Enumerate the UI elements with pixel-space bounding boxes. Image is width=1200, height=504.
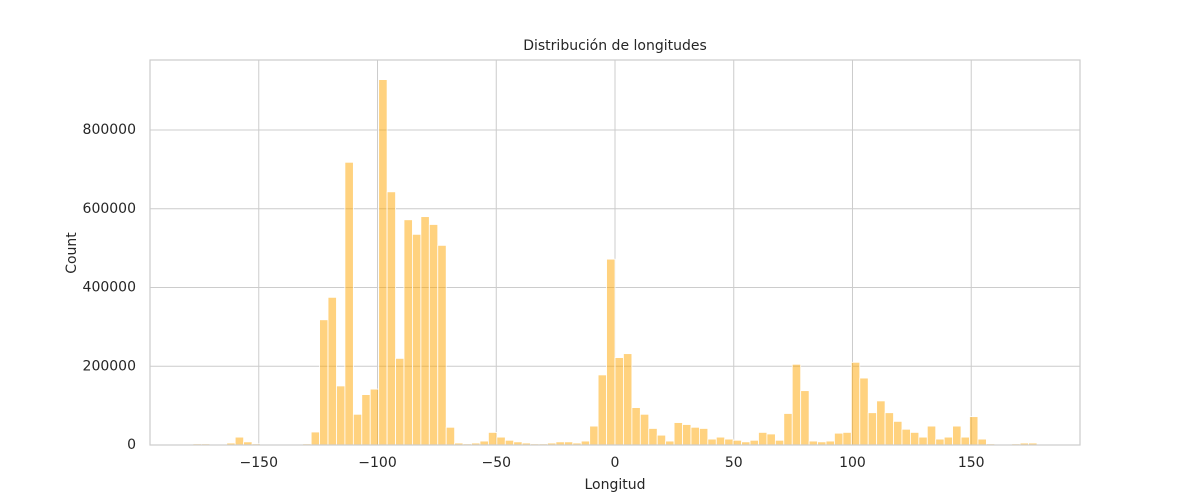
bar (699, 428, 707, 445)
bar (336, 386, 344, 445)
y-tick-label: 200000 (83, 358, 136, 374)
bar (623, 354, 631, 445)
bar (750, 440, 758, 445)
bar (615, 358, 623, 445)
bar (632, 408, 640, 445)
y-tick-label: 0 (127, 437, 136, 453)
bar (505, 440, 513, 445)
bar (607, 259, 615, 445)
bar (944, 437, 952, 445)
bar (953, 426, 961, 445)
bar (708, 439, 716, 445)
bar (345, 162, 353, 445)
bar (758, 432, 766, 445)
bar (421, 217, 429, 445)
bar (936, 439, 944, 445)
bar (235, 437, 243, 445)
bar (598, 375, 606, 445)
y-axis-label: Count (64, 232, 80, 274)
bar (649, 428, 657, 445)
bar (851, 362, 859, 445)
bar (446, 427, 454, 445)
chart-title: Distribución de longitudes (523, 38, 707, 54)
x-tick-label: −100 (358, 455, 396, 471)
bar (792, 364, 800, 445)
bar (894, 421, 902, 445)
x-tick-label: 100 (839, 455, 866, 471)
bar (978, 439, 986, 445)
bar (396, 358, 404, 445)
x-tick-label: −150 (240, 455, 278, 471)
bar (370, 389, 378, 445)
bar (860, 378, 868, 445)
bar (404, 220, 412, 445)
bar (387, 192, 395, 445)
bar (379, 80, 387, 445)
bar (868, 413, 876, 445)
bar (438, 245, 446, 445)
x-axis-label: Longitud (584, 477, 645, 493)
bar (488, 432, 496, 445)
bar (657, 435, 665, 445)
y-tick-label: 800000 (83, 122, 136, 138)
x-tick-label: −50 (481, 455, 511, 471)
bar (429, 225, 437, 445)
y-tick-label: 400000 (83, 280, 136, 296)
bar (497, 437, 505, 445)
bar (328, 297, 336, 445)
bar (919, 437, 927, 445)
bar (353, 414, 361, 445)
bar (640, 414, 648, 445)
bar (412, 234, 420, 445)
bar (590, 426, 598, 445)
bar (885, 413, 893, 445)
bar (902, 429, 910, 445)
bar (362, 395, 370, 445)
bar (843, 432, 851, 445)
bar (691, 427, 699, 445)
x-tick-label: 0 (611, 455, 620, 471)
bar (716, 437, 724, 445)
bar (725, 439, 733, 445)
bar (733, 440, 741, 445)
y-tick-label: 600000 (83, 201, 136, 217)
x-tick-label: 50 (725, 455, 743, 471)
bar (775, 440, 783, 445)
bar (834, 433, 842, 445)
bar (961, 437, 969, 445)
bar (910, 432, 918, 445)
bar (969, 417, 977, 445)
bar (683, 425, 691, 445)
bar (311, 432, 319, 445)
bar (320, 320, 328, 445)
bar (927, 426, 935, 445)
bar (801, 391, 809, 445)
x-tick-label: 150 (958, 455, 985, 471)
bar (767, 434, 775, 445)
bar (674, 423, 682, 445)
bar (877, 401, 885, 445)
bar (784, 414, 792, 446)
